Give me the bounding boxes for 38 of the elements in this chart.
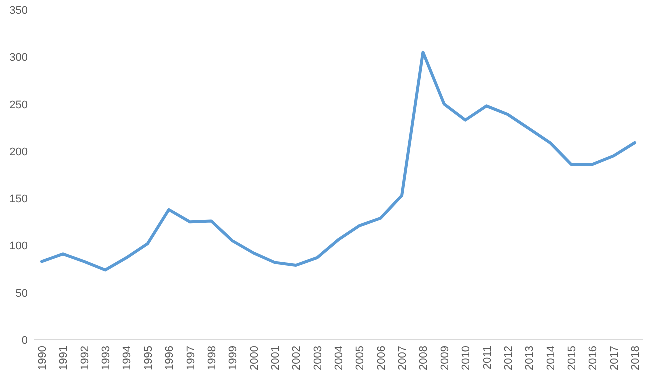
x-tick-label: 2017	[608, 346, 621, 370]
x-tick-label: 2014	[545, 346, 558, 370]
x-tick-label: 2013	[524, 346, 536, 370]
x-tick-label: 2002	[291, 346, 304, 370]
y-tick-label: 0	[22, 335, 28, 347]
x-tick-label: 1990	[37, 346, 49, 370]
y-tick-label: 300	[10, 52, 28, 64]
y-tick-label: 250	[10, 99, 28, 112]
x-tick-label: 2000	[248, 346, 261, 370]
x-tick-label: 2005	[354, 346, 367, 370]
x-tick-label: 1994	[122, 346, 134, 370]
x-tick-label: 2004	[334, 346, 346, 370]
y-tick-label: 350	[10, 5, 28, 17]
x-tick-label: 2018	[630, 346, 642, 370]
x-tick-label: 2006	[376, 346, 388, 370]
x-tick-label: 1991	[58, 346, 70, 370]
x-tick-label: 1992	[79, 346, 92, 370]
x-tick-label: 2015	[566, 346, 578, 370]
y-tick-label: 150	[10, 194, 28, 206]
x-tick-label: 1993	[100, 346, 113, 370]
x-tick-label: 2007	[397, 346, 410, 370]
y-tick-label: 50	[16, 288, 28, 300]
line-series	[40, 50, 636, 272]
x-tick-label: 2003	[312, 346, 324, 370]
x-tick-label: 2012	[502, 346, 515, 370]
x-tick-label: 2010	[460, 346, 473, 370]
x-tick-label: 2011	[482, 346, 494, 370]
y-tick-label: 200	[10, 146, 28, 158]
x-tick-label: 1995	[142, 346, 155, 370]
x-tick-label: 1997	[185, 346, 198, 370]
x-tick-label: 2009	[439, 346, 452, 370]
x-tick-label: 2008	[418, 346, 430, 370]
x-tick-label: 2016	[588, 346, 600, 370]
x-tick-label: 1996	[164, 346, 176, 370]
y-tick-label: 100	[10, 240, 28, 253]
x-tick-label: 2001	[270, 346, 282, 370]
x-tick-label: 1998	[206, 346, 218, 370]
x-tick-label: 1999	[228, 346, 240, 370]
